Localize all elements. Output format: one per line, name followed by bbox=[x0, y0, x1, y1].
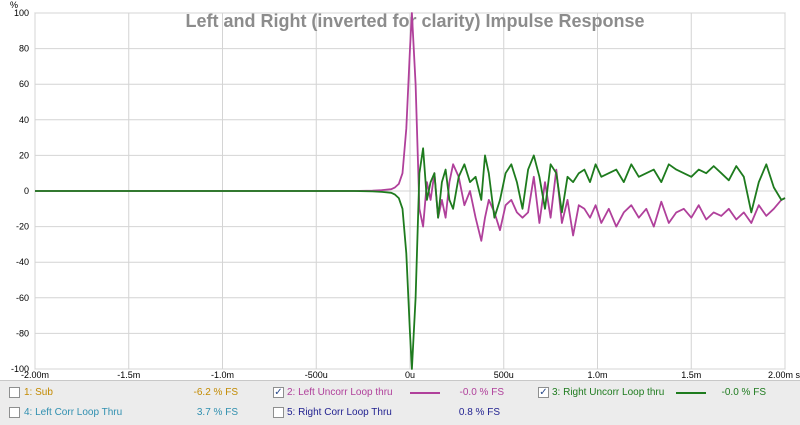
legend-label-sub: 1: Sub bbox=[24, 387, 53, 398]
x-tick-label: 500u bbox=[494, 370, 514, 380]
y-tick-label: -60 bbox=[16, 293, 29, 303]
impulse-response-chart: 100 80 60 40 20 0 -20 -40 -60 -80 -100% -2.00m -1.5m… bbox=[10, 0, 800, 380]
legend-row-2: 4: Left Corr Loop Thru 3.7 % FS 5: Right… bbox=[0, 403, 800, 423]
series-line-right-uncorr bbox=[35, 147, 786, 370]
legend-label-right-corr: 5: Right Corr Loop Thru bbox=[287, 407, 392, 418]
legend-checkbox-right-uncorr[interactable]: ✓ bbox=[538, 387, 549, 398]
legend-value-sub: -6.2 % FS bbox=[193, 387, 238, 398]
y-tick-label: 60 bbox=[19, 79, 29, 89]
legend-checkbox-left-corr[interactable] bbox=[9, 407, 20, 418]
x-tick-label: -500u bbox=[305, 370, 328, 380]
y-tick-label: -40 bbox=[16, 257, 29, 267]
checkmark-icon: ✓ bbox=[539, 387, 548, 398]
x-tick-label: -2.00m bbox=[21, 370, 49, 380]
legend-checkbox-sub[interactable] bbox=[9, 387, 20, 398]
y-tick-label: 0 bbox=[24, 186, 29, 196]
legend-item-sub[interactable]: 1: Sub -6.2 % FS bbox=[0, 383, 265, 403]
legend-value-right-corr: 0.8 % FS bbox=[458, 407, 500, 418]
legend-panel: 1: Sub -6.2 % FS ✓ 2: Left Uncorr Loop t… bbox=[0, 380, 800, 425]
legend-value-right-uncorr: -0.0 % FS bbox=[721, 387, 766, 398]
series-line-left-uncorr bbox=[35, 12, 786, 242]
y-tick-label: 80 bbox=[19, 44, 29, 54]
legend-label-right-uncorr: 3: Right Uncorr Loop thru bbox=[552, 387, 665, 398]
legend-swatch-right-uncorr bbox=[676, 392, 706, 394]
legend-label-left-corr: 4: Left Corr Loop Thru bbox=[24, 407, 123, 418]
y-tick-label: -20 bbox=[16, 222, 29, 232]
x-tick-label: 0u bbox=[405, 370, 415, 380]
legend-label-left-uncorr: 2: Left Uncorr Loop thru bbox=[287, 387, 393, 398]
legend-swatch-left-uncorr bbox=[410, 392, 440, 394]
chart-title: Left and Right (inverted for clarity) Im… bbox=[185, 11, 644, 31]
x-tick-label: 1.0m bbox=[587, 370, 607, 380]
legend-item-right-corr[interactable]: 5: Right Corr Loop Thru 0.8 % FS bbox=[265, 403, 530, 423]
checkmark-icon: ✓ bbox=[274, 387, 283, 398]
legend-item-left-uncorr[interactable]: ✓ 2: Left Uncorr Loop thru -0.0 % FS bbox=[265, 383, 530, 403]
legend-item-left-corr[interactable]: 4: Left Corr Loop Thru 3.7 % FS bbox=[0, 403, 265, 423]
plot-area: 100 80 60 40 20 0 -20 -40 -60 -80 -100% -2.00m -1.5m… bbox=[9, 0, 800, 380]
x-tick-label: 2.00m s bbox=[768, 370, 800, 380]
y-unit-label: % bbox=[10, 0, 18, 10]
x-tick-label: -1.5m bbox=[117, 370, 140, 380]
y-tick-label: 40 bbox=[19, 115, 29, 125]
y-tick-label: 100 bbox=[14, 8, 29, 18]
y-tick-label: -80 bbox=[16, 328, 29, 338]
x-tick-label: -1.0m bbox=[211, 370, 234, 380]
legend-value-left-uncorr: -0.0 % FS bbox=[459, 387, 504, 398]
legend-item-right-uncorr[interactable]: ✓ 3: Right Uncorr Loop thru -0.0 % FS bbox=[530, 383, 800, 403]
legend-checkbox-left-uncorr[interactable]: ✓ bbox=[273, 387, 284, 398]
legend-row-1: 1: Sub -6.2 % FS ✓ 2: Left Uncorr Loop t… bbox=[0, 383, 800, 403]
y-tick-label: 20 bbox=[19, 150, 29, 160]
legend-value-left-corr: 3.7 % FS bbox=[196, 407, 238, 418]
legend-checkbox-right-corr[interactable] bbox=[273, 407, 284, 418]
y-tick-label: -100 bbox=[11, 364, 29, 374]
x-tick-label: 1.5m bbox=[681, 370, 701, 380]
